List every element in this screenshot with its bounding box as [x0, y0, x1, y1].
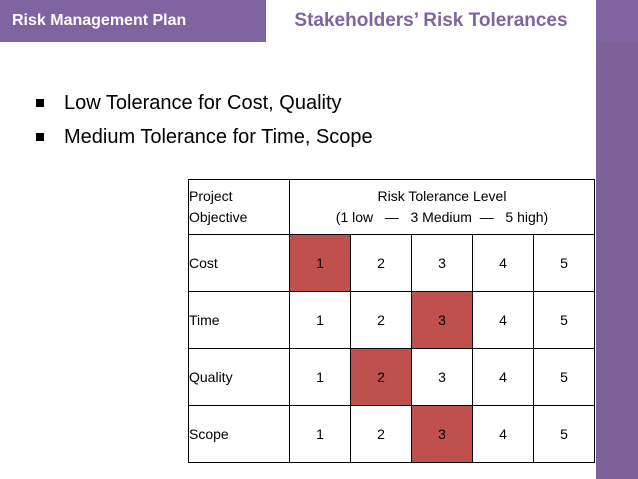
level-cell: 1: [289, 405, 351, 463]
table-body: Cost 1 2 3 4 5 Time 1 2 3 4 5 Quality 1 2 3 4 5 Scope 1 2 3 4 5: [188, 234, 595, 463]
level-cell: 1: [289, 291, 351, 349]
selected-level-cell: 3: [411, 291, 473, 349]
header-objective-line2: Objective: [189, 209, 248, 225]
table-header-row: Project Objective Risk Tolerance Level (…: [188, 179, 595, 235]
objective-cell: Cost: [188, 234, 290, 292]
level-cell: 4: [472, 348, 534, 406]
level-cell: 3: [411, 234, 473, 292]
level-cell: 5: [533, 291, 595, 349]
objective-cell: Scope: [188, 405, 290, 463]
bullet-item: Low Tolerance for Cost, Quality: [36, 86, 373, 120]
header-level-line2: (1 low — 3 Medium — 5 high): [335, 209, 549, 225]
bullet-item: Medium Tolerance for Time, Scope: [36, 120, 373, 154]
level-cell: 3: [411, 348, 473, 406]
risk-tolerance-table: Project Objective Risk Tolerance Level (…: [188, 179, 595, 463]
bullet-text: Medium Tolerance for Time, Scope: [64, 125, 373, 148]
selected-level-cell: 3: [411, 405, 473, 463]
bullet-list: Low Tolerance for Cost, Quality Medium T…: [36, 86, 373, 154]
level-cell: 1: [289, 348, 351, 406]
level-cell: 5: [533, 234, 595, 292]
tab-stakeholders-risk-tolerances[interactable]: Stakeholders’ Risk Tolerances: [266, 0, 596, 42]
level-cell: 2: [350, 234, 412, 292]
objective-cell: Time: [188, 291, 290, 349]
table-row: Scope 1 2 3 4 5: [188, 405, 595, 463]
square-bullet-icon: [36, 133, 44, 141]
objective-cell: Quality: [188, 348, 290, 406]
table-row: Quality 1 2 3 4 5: [188, 348, 595, 406]
level-cell: 5: [533, 348, 595, 406]
tab-risk-management-plan[interactable]: Risk Management Plan: [12, 12, 187, 29]
level-cell: 5: [533, 405, 595, 463]
header-risk-tolerance-level: Risk Tolerance Level (1 low — 3 Medium —…: [289, 179, 595, 235]
selected-level-cell: 2: [350, 348, 412, 406]
level-cell: 4: [472, 405, 534, 463]
table-row: Cost 1 2 3 4 5: [188, 234, 595, 292]
bullet-text: Low Tolerance for Cost, Quality: [64, 91, 342, 114]
header-project-objective: Project Objective: [188, 179, 290, 235]
side-accent-bar-shade: [596, 42, 638, 479]
table-row: Time 1 2 3 4 5: [188, 291, 595, 349]
level-cell: 4: [472, 234, 534, 292]
header-level-line1: Risk Tolerance Level: [377, 188, 507, 204]
level-cell: 4: [472, 291, 534, 349]
header-objective-line1: Project: [189, 188, 233, 204]
level-cell: 2: [350, 405, 412, 463]
level-cell: 2: [350, 291, 412, 349]
square-bullet-icon: [36, 99, 44, 107]
selected-level-cell: 1: [289, 234, 351, 292]
